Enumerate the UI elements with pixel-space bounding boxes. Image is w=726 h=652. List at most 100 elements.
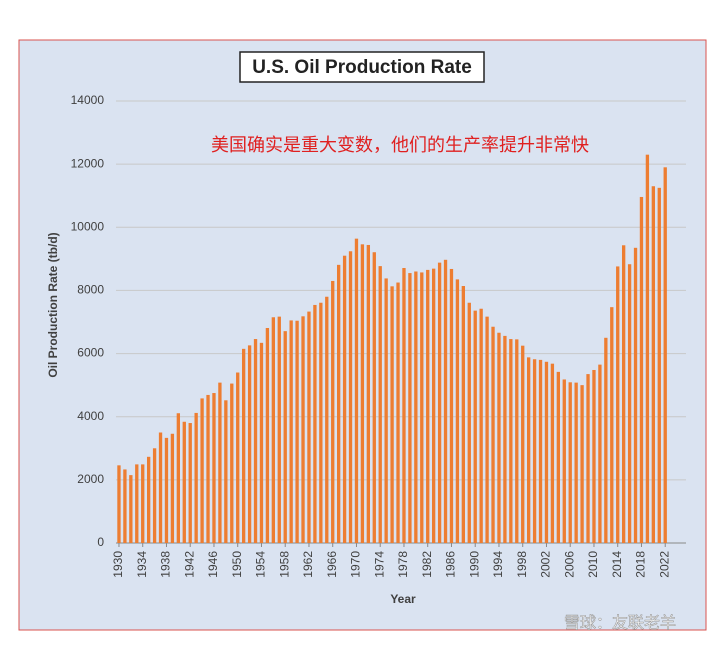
y-tick-label: 2000 [77,472,104,486]
bar [241,348,246,543]
x-tick-label: 1966 [325,551,339,578]
bar [426,269,430,543]
bar [354,238,359,543]
bar [194,412,198,543]
bar [515,339,519,543]
bar [289,320,293,543]
bar [325,296,329,543]
bar [360,244,365,543]
bar [568,382,572,543]
bar [467,302,471,543]
x-axis-title: Year [390,592,416,606]
annotation: 美国确实是重大变数，他们的生产率提升非常快 [211,135,589,155]
bar [562,379,566,543]
x-tick-label: 1982 [420,551,434,578]
x-tick-label: 1970 [349,551,363,578]
bar [307,311,311,543]
bar [604,337,608,543]
bar [117,465,121,543]
x-tick-label: 1986 [444,551,458,578]
bar [313,304,317,543]
x-tick-label: 2014 [610,551,624,578]
bar [485,316,489,543]
bar [384,278,388,543]
x-tick-label: 1930 [111,551,125,578]
x-tick-label: 1938 [159,551,173,578]
bar [152,448,157,543]
bar [188,423,192,543]
bar [645,154,650,543]
bar [366,244,371,544]
bar [271,317,276,543]
bar [123,469,127,543]
x-tick-label: 1946 [206,551,220,578]
bar [283,331,287,543]
bar [182,421,186,543]
bar [497,332,501,543]
bar [164,437,169,543]
x-tick-label: 1978 [396,551,410,578]
bar [414,271,418,543]
bar [455,279,460,543]
bar [253,339,258,543]
bar [259,342,264,543]
bar [431,268,436,543]
bar [336,264,341,543]
y-tick-label: 4000 [77,409,104,423]
bar [526,357,531,543]
chart-title: U.S. Oil Production Rate [252,57,472,78]
x-tick-label: 2002 [539,551,553,578]
bar [265,327,270,543]
bar [437,262,442,543]
x-tick-label: 1990 [467,551,481,578]
bar [657,187,661,544]
y-tick-label: 0 [97,535,104,549]
x-tick-label: 1994 [491,551,505,578]
bar [574,382,578,543]
bar [521,345,525,543]
bar [556,371,561,543]
bar [218,382,222,543]
bar [236,372,240,543]
watermark: 雪球：友联老羊 [564,614,676,632]
bar [461,286,466,543]
x-tick-label: 2022 [657,551,671,578]
bar [610,307,614,543]
bar [503,335,507,543]
bar [390,286,394,543]
bar [277,316,281,543]
bar [449,268,454,543]
y-tick-label: 10000 [71,219,105,233]
bar [170,433,175,543]
x-tick-label: 2006 [562,551,576,578]
bar [473,310,477,543]
bar [633,247,638,544]
bar [372,252,376,543]
bar [544,361,549,543]
bar [627,264,632,543]
bar [402,268,406,543]
x-tick-label: 2010 [586,551,600,578]
y-tick-label: 12000 [71,156,105,170]
bar [319,302,323,543]
bar [135,464,139,543]
bar [247,345,252,543]
bar [532,359,537,543]
bar [230,383,234,543]
x-tick-label: 1998 [515,551,529,578]
bar [586,374,590,543]
bar [651,186,656,543]
bar [509,339,513,543]
bar [331,280,335,543]
bar [146,456,151,543]
y-axis-title: Oil Production Rate (tb/d) [46,232,60,377]
x-tick-label: 1934 [135,551,149,578]
bar [158,432,163,543]
bar [621,245,626,543]
bar [224,400,228,543]
bar [592,369,596,543]
bar [301,316,305,543]
bar [200,398,204,543]
